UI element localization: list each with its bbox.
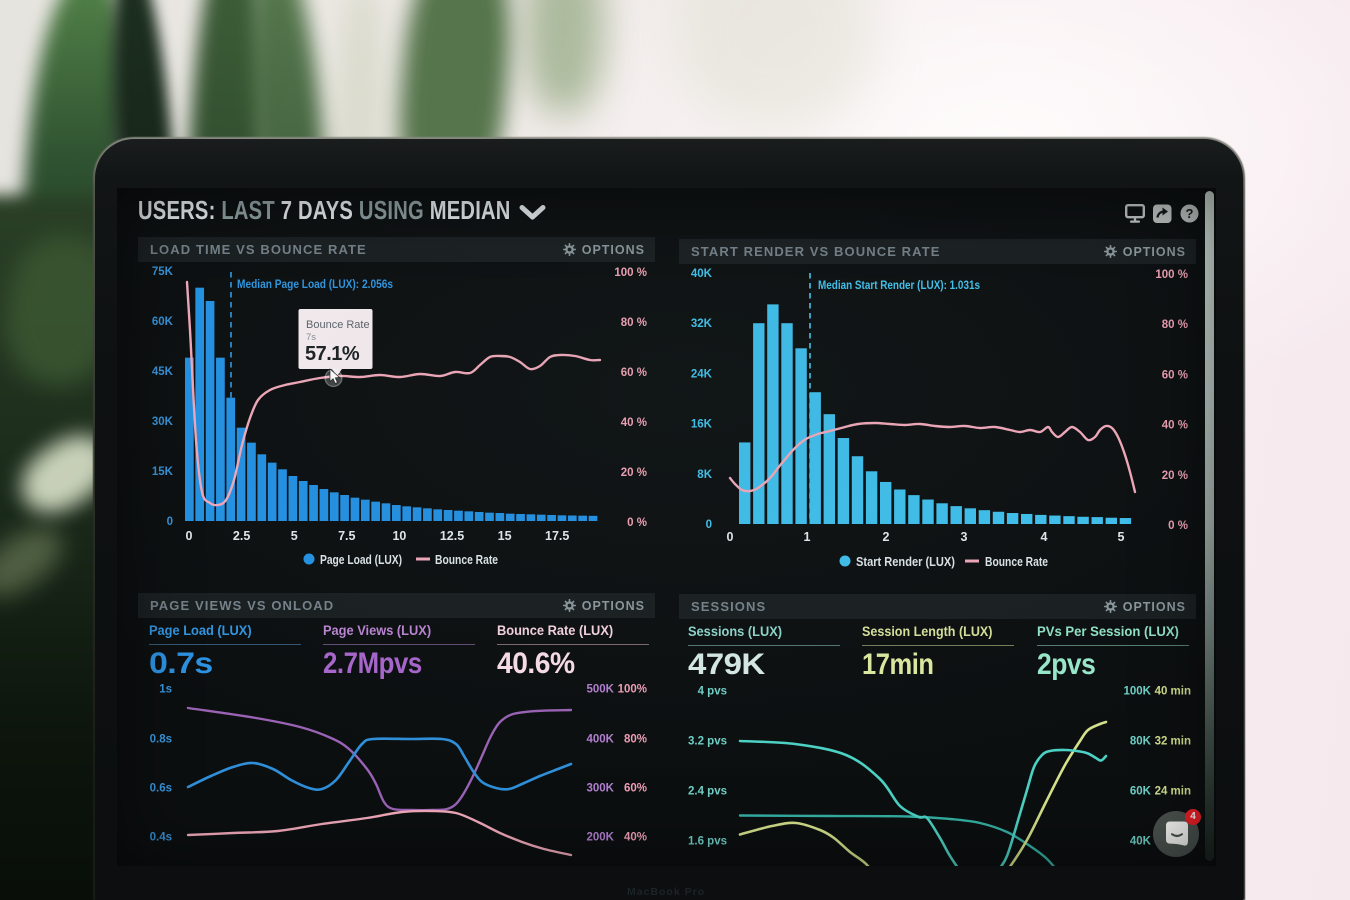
- svg-text:10: 10: [392, 529, 406, 543]
- svg-text:Start Render (LUX): Start Render (LUX): [856, 555, 955, 569]
- svg-text:20 %: 20 %: [621, 467, 647, 479]
- svg-text:15: 15: [498, 529, 512, 543]
- svg-text:500K: 500K: [587, 684, 615, 696]
- svg-text:2.5: 2.5: [233, 529, 250, 543]
- svg-text:100%: 100%: [618, 684, 647, 696]
- svg-text:1.6 pvs: 1.6 pvs: [688, 836, 727, 848]
- svg-text:1: 1: [804, 530, 811, 544]
- svg-text:75K: 75K: [152, 266, 174, 278]
- svg-text:1s: 1s: [159, 684, 172, 696]
- svg-text:30K: 30K: [152, 416, 174, 428]
- svg-text:17.5: 17.5: [545, 529, 569, 543]
- svg-text:0.8s: 0.8s: [150, 734, 172, 746]
- svg-text:5: 5: [1118, 530, 1125, 544]
- svg-text:300K: 300K: [587, 783, 615, 795]
- svg-text:5: 5: [291, 529, 298, 543]
- svg-text:40 %: 40 %: [1162, 420, 1188, 432]
- svg-text:20 %: 20 %: [1162, 470, 1188, 482]
- svg-text:80 %: 80 %: [621, 317, 647, 329]
- svg-text:100 %: 100 %: [1155, 269, 1188, 281]
- svg-text:60 %: 60 %: [1162, 369, 1188, 381]
- svg-text:80 %: 80 %: [1162, 319, 1188, 331]
- svg-text:60K: 60K: [1130, 786, 1152, 798]
- svg-text:Page Load (LUX): Page Load (LUX): [320, 553, 402, 567]
- svg-text:Bounce Rate: Bounce Rate: [306, 319, 370, 331]
- svg-text:0.4s: 0.4s: [150, 832, 172, 844]
- svg-text:16K: 16K: [691, 419, 713, 431]
- svg-text:0: 0: [706, 519, 712, 531]
- svg-text:60K: 60K: [152, 316, 174, 328]
- svg-text:Bounce Rate: Bounce Rate: [985, 555, 1048, 569]
- svg-text:100 %: 100 %: [614, 267, 647, 279]
- svg-text:0.6s: 0.6s: [150, 783, 172, 795]
- svg-text:0: 0: [186, 529, 193, 543]
- svg-text:100K: 100K: [1124, 686, 1152, 698]
- svg-text:?: ?: [1186, 206, 1194, 221]
- svg-text:40%: 40%: [624, 832, 647, 844]
- svg-text:0 %: 0 %: [1168, 520, 1188, 532]
- svg-text:32K: 32K: [691, 318, 713, 330]
- svg-text:0: 0: [727, 530, 734, 544]
- svg-text:32 min: 32 min: [1155, 736, 1191, 748]
- svg-text:0 %: 0 %: [627, 517, 647, 529]
- svg-text:400K: 400K: [587, 734, 615, 746]
- svg-text:80%: 80%: [624, 734, 647, 746]
- svg-text:12.5: 12.5: [440, 529, 464, 543]
- svg-text:8K: 8K: [697, 469, 712, 481]
- svg-text:45K: 45K: [152, 366, 174, 378]
- svg-text:7.5: 7.5: [338, 529, 355, 543]
- svg-text:4: 4: [1041, 530, 1048, 544]
- svg-text:40 %: 40 %: [621, 417, 647, 429]
- svg-text:Median Start Render (LUX): 1.0: Median Start Render (LUX): 1.031s: [818, 278, 980, 292]
- svg-text:Bounce Rate: Bounce Rate: [435, 553, 498, 567]
- svg-text:4 pvs: 4 pvs: [698, 686, 727, 698]
- svg-text:200K: 200K: [587, 832, 615, 844]
- svg-text:2: 2: [883, 530, 890, 544]
- svg-text:7s: 7s: [306, 332, 316, 343]
- svg-text:15K: 15K: [152, 466, 174, 478]
- svg-text:40K: 40K: [1130, 836, 1152, 848]
- svg-text:60%: 60%: [624, 783, 647, 795]
- svg-text:24K: 24K: [691, 368, 713, 380]
- svg-text:24 min: 24 min: [1155, 786, 1191, 798]
- svg-text:3: 3: [961, 530, 968, 544]
- svg-text:0: 0: [167, 516, 173, 528]
- svg-text:3.2 pvs: 3.2 pvs: [688, 736, 727, 748]
- svg-text:80K: 80K: [1130, 736, 1152, 748]
- svg-text:40 min: 40 min: [1155, 686, 1191, 698]
- svg-text:Median Page Load (LUX): 2.056s: Median Page Load (LUX): 2.056s: [237, 277, 393, 291]
- svg-text:60 %: 60 %: [621, 367, 647, 379]
- svg-text:2.4 pvs: 2.4 pvs: [688, 786, 727, 798]
- svg-text:57.1%: 57.1%: [305, 343, 360, 365]
- svg-text:40K: 40K: [691, 268, 713, 280]
